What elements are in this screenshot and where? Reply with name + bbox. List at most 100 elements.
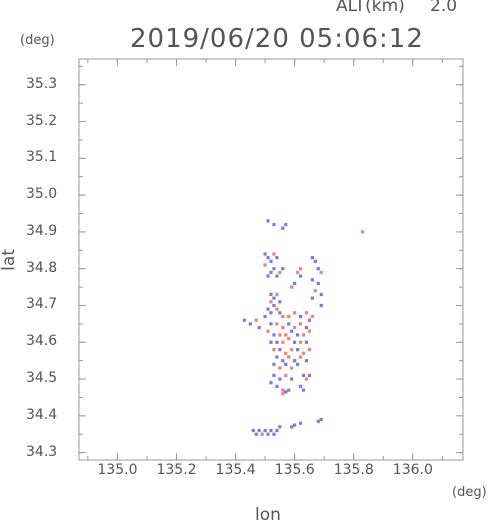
data-point (295, 270, 300, 274)
data-point (275, 274, 279, 278)
data-point (266, 256, 270, 260)
data-point (293, 340, 297, 344)
x-tick-label: 135.8 (333, 462, 374, 478)
data-point (272, 432, 276, 436)
y-unit-label: (deg) (20, 33, 55, 48)
data-point (269, 292, 273, 297)
data-point (304, 311, 309, 315)
x-tick-label: 135.6 (274, 462, 315, 478)
data-point (304, 377, 309, 381)
data-point (263, 428, 267, 433)
data-point (284, 362, 288, 366)
data-point (316, 267, 320, 271)
x-tick-label: 135.0 (97, 462, 138, 478)
data-point (287, 322, 291, 326)
data-point (281, 226, 285, 230)
data-point (307, 348, 311, 352)
data-point (278, 333, 282, 337)
data-point (284, 390, 288, 394)
data-point (310, 256, 314, 260)
plot-frame (78, 58, 464, 461)
data-point (272, 333, 276, 337)
data-point (278, 366, 282, 370)
data-point (278, 377, 282, 381)
y-tick-label: 35.3 (26, 75, 58, 92)
data-point (293, 325, 297, 330)
data-point (266, 432, 270, 436)
data-point (287, 336, 291, 341)
data-point (272, 222, 276, 227)
data-point (295, 362, 300, 366)
data-point (298, 267, 303, 271)
data-point (313, 289, 317, 293)
x-tick-label: 135.4 (215, 462, 256, 478)
data-point (284, 351, 288, 355)
data-point (310, 278, 314, 282)
data-point (284, 373, 288, 377)
data-points (242, 219, 365, 436)
data-point (301, 351, 306, 355)
data-point (278, 300, 282, 304)
data-point (307, 329, 311, 333)
data-point (266, 307, 270, 311)
data-point (301, 388, 306, 392)
data-point (257, 325, 261, 330)
data-point (298, 314, 303, 319)
data-point (263, 252, 267, 256)
data-point (290, 366, 294, 370)
data-point (319, 303, 323, 308)
data-point (281, 325, 285, 330)
data-point (275, 428, 279, 433)
data-point (281, 267, 285, 271)
data-point (269, 322, 273, 326)
data-point (248, 322, 252, 326)
y-tick-label: 34.6 (26, 333, 58, 350)
y-tick-label: 35.0 (26, 186, 58, 203)
data-point (269, 311, 273, 315)
data-point (269, 428, 273, 433)
data-point (298, 355, 303, 359)
data-point (281, 388, 285, 392)
data-point (307, 318, 311, 322)
altitude-label: ALT(km) (336, 0, 405, 16)
data-point (263, 263, 267, 267)
data-point (269, 381, 273, 385)
data-point (281, 314, 285, 319)
data-point (290, 348, 294, 352)
data-point (319, 270, 323, 274)
data-point (287, 355, 291, 359)
data-point (287, 314, 291, 319)
y-tick-label: 35.2 (26, 112, 58, 129)
data-point (290, 329, 294, 333)
data-point (275, 322, 279, 326)
data-point (257, 428, 261, 433)
data-point (251, 428, 255, 433)
data-point (304, 359, 309, 363)
data-point (310, 296, 314, 300)
data-point (316, 419, 320, 423)
data-point (254, 432, 258, 436)
data-point (272, 362, 276, 366)
y-tick-label: 34.9 (26, 222, 58, 239)
data-point (287, 388, 291, 392)
x-tick-label: 136.0 (392, 462, 433, 478)
data-point (301, 333, 306, 337)
y-tick-label: 34.5 (26, 370, 58, 387)
data-point (269, 259, 273, 263)
data-point (272, 373, 276, 377)
data-point (310, 314, 314, 319)
timestamp-title: 2019/06/20 05:06:12 (130, 24, 424, 54)
data-point (281, 340, 285, 344)
data-point (298, 384, 303, 389)
data-point (281, 392, 285, 396)
data-point (284, 222, 288, 227)
y-tick-label: 34.7 (26, 296, 58, 313)
data-point (316, 281, 320, 286)
axis-ticks (79, 59, 463, 460)
altitude-value: 2.0 (430, 0, 458, 16)
data-point (275, 307, 279, 311)
data-point (266, 274, 270, 278)
data-point (319, 292, 323, 297)
x-unit-label: (deg) (452, 485, 487, 500)
data-point (304, 325, 309, 330)
